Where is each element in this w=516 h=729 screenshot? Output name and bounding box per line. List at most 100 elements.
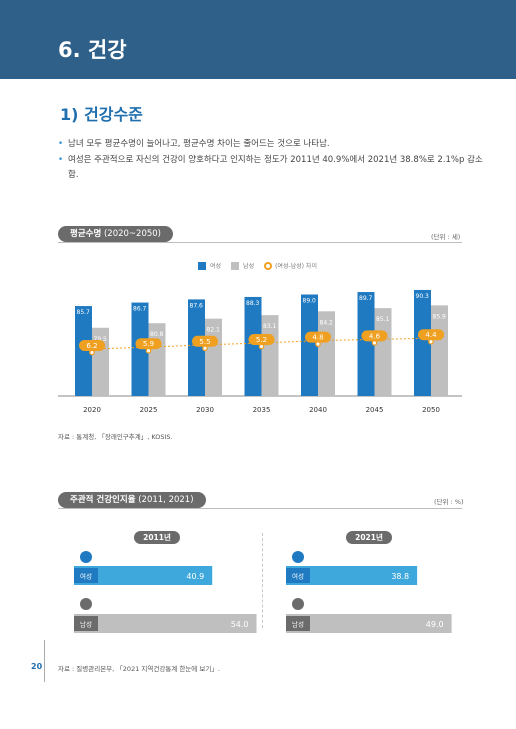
life-chart-title: 평균수명 [70,229,102,239]
diff-point [428,338,434,345]
bar-female [244,296,262,396]
x-tick-label: 2050 [422,406,440,414]
legend-male: 남성 [243,263,255,270]
x-tick-label: 2040 [309,406,327,414]
data-label-female: 85.7 [77,309,91,316]
female-person-icon-head [80,551,92,563]
x-tick-label: 2035 [253,406,271,414]
diff-point [258,343,265,350]
section-title: 1) 건강수준 [60,105,143,124]
year-2021-pill: 2021년 [346,531,392,544]
health-chart-source: 자료 : 질병관리본부, 「2021 지역건강통계 한눈에 보기」. [58,665,220,673]
female-swatch [198,261,206,270]
life-chart-legend: 여성 남성 (여성-남성) 차이 [198,261,327,270]
data-label-male: 84.2 [320,319,334,326]
bar-female [75,306,92,396]
diff-label-bg [135,338,162,350]
page-rule [44,640,45,682]
bar-female [357,292,375,396]
bullet-item: • 남녀 모두 평균수명이 늘어나고, 평균수명 차이는 줄어드는 것으로 나타남… [58,139,330,149]
diff-label: 4.4 [425,331,437,339]
diff-label-bg [418,329,444,341]
life-chart-source: 자료 : 통계청, 「장래인구추계」, KOSIS. [58,433,173,441]
x-tick-label: 2025 [140,406,158,414]
health-chart: 여성 40.9 남성 54.0 여성 38.8 남성 49.0 [74,551,452,633]
bullet-text: 여성은 주관적으로 자신의 건강이 양호하다고 인지하는 정도가 2011년 4… [68,155,483,180]
diff-label: 4.8 [312,334,323,342]
health-chart-unit: (단위 : %) [434,498,464,506]
data-label-female: 89.7 [359,295,373,302]
male-label-box [74,616,98,631]
diff-point [202,345,208,352]
x-tick-label: 2045 [366,406,384,414]
life-chart-unit: (단위 : 세) [431,233,461,241]
bar-male [374,308,392,396]
bullet-item: • 여성은 주관적으로 자신의 건강이 양호하다고 인지하는 정도가 2011년 … [58,155,483,180]
female-label-box [74,568,98,583]
bullet-list: • 남녀 모두 평균수명이 늘어나고, 평균수명 차이는 줄어드는 것으로 나타남… [58,137,488,184]
bar-female [74,566,213,585]
data-label-male: 83.1 [263,323,277,330]
data-label-male: 85.9 [433,313,447,320]
data-label-male: 49.0 [426,620,444,629]
page-header: 6. 건강 [0,0,516,79]
panel-divider [262,533,263,628]
data-label-male: 54.0 [231,620,249,629]
diff-label-bg [305,331,331,343]
female-person-icon-head [292,551,304,563]
legend-diff: (여성-남성) 차이 [275,263,317,270]
life-chart: 85.7 79.5 2020 86.7 80.8 2025 87.6 82.1 2030 88.3… [58,289,462,414]
data-label-female: 86.7 [133,306,147,313]
male-label-box [286,616,310,631]
bar-female [131,302,149,396]
life-chart-title-pill: 평균수명 (2020~2050) [58,226,174,242]
bar-male [286,614,452,633]
male-swatch [231,261,240,270]
female-label: 여성 [292,572,304,581]
diff-point [89,349,95,356]
female-label-box [286,568,310,583]
diff-point [371,340,378,346]
male-person-icon-head [292,598,304,610]
health-chart-rule [58,508,462,509]
male-label: 남성 [80,620,92,629]
bar-female [301,294,318,396]
life-chart-rule [58,242,462,243]
year-2011-pill: 2011년 [134,531,180,544]
diff-point [145,347,152,354]
bar-female [188,299,205,396]
bar-male [74,614,257,633]
data-label-male: 85.1 [376,316,390,323]
diff-label: 5.2 [256,336,267,344]
bar-female [286,566,418,585]
legend-female: 여성 [210,263,222,270]
page-number: 20 [31,662,43,671]
bar-female [414,289,431,396]
data-label-female: 88.3 [246,300,260,307]
data-label-male: 82.1 [207,327,221,334]
page-title: 6. 건강 [58,38,127,62]
male-person-icon-head [80,598,92,610]
data-label-male: 79.5 [94,336,108,343]
data-label-female: 87.6 [190,302,204,309]
diff-label-bg [248,334,275,345]
bullet-text: 남녀 모두 평균수명이 늘어나고, 평균수명 차이는 줄어드는 것으로 나타남. [68,139,330,149]
diff-label: 4.6 [369,332,381,340]
bar-male [431,305,448,396]
diff-point [315,341,321,347]
health-chart-subtitle: (2011, 2021) [135,495,194,505]
life-chart-subtitle: (2020~2050) [101,229,162,239]
data-label-female: 38.8 [391,572,409,581]
diff-label-bg [361,330,388,342]
health-chart-title: 주관적 건강인지율 [70,495,136,505]
diff-label-bg [192,335,218,347]
data-label-female: 90.3 [416,293,430,300]
diff-label-bg [79,340,105,351]
health-chart-title-pill: 주관적 건강인지율 (2011, 2021) [58,492,206,508]
data-label-female: 40.9 [186,572,204,581]
diff-label: 6.2 [86,342,97,350]
diff-label: 5.5 [199,338,210,346]
x-tick-label: 2020 [83,406,101,414]
diff-marker-icon [264,261,273,270]
diff-label: 5.9 [143,340,154,348]
